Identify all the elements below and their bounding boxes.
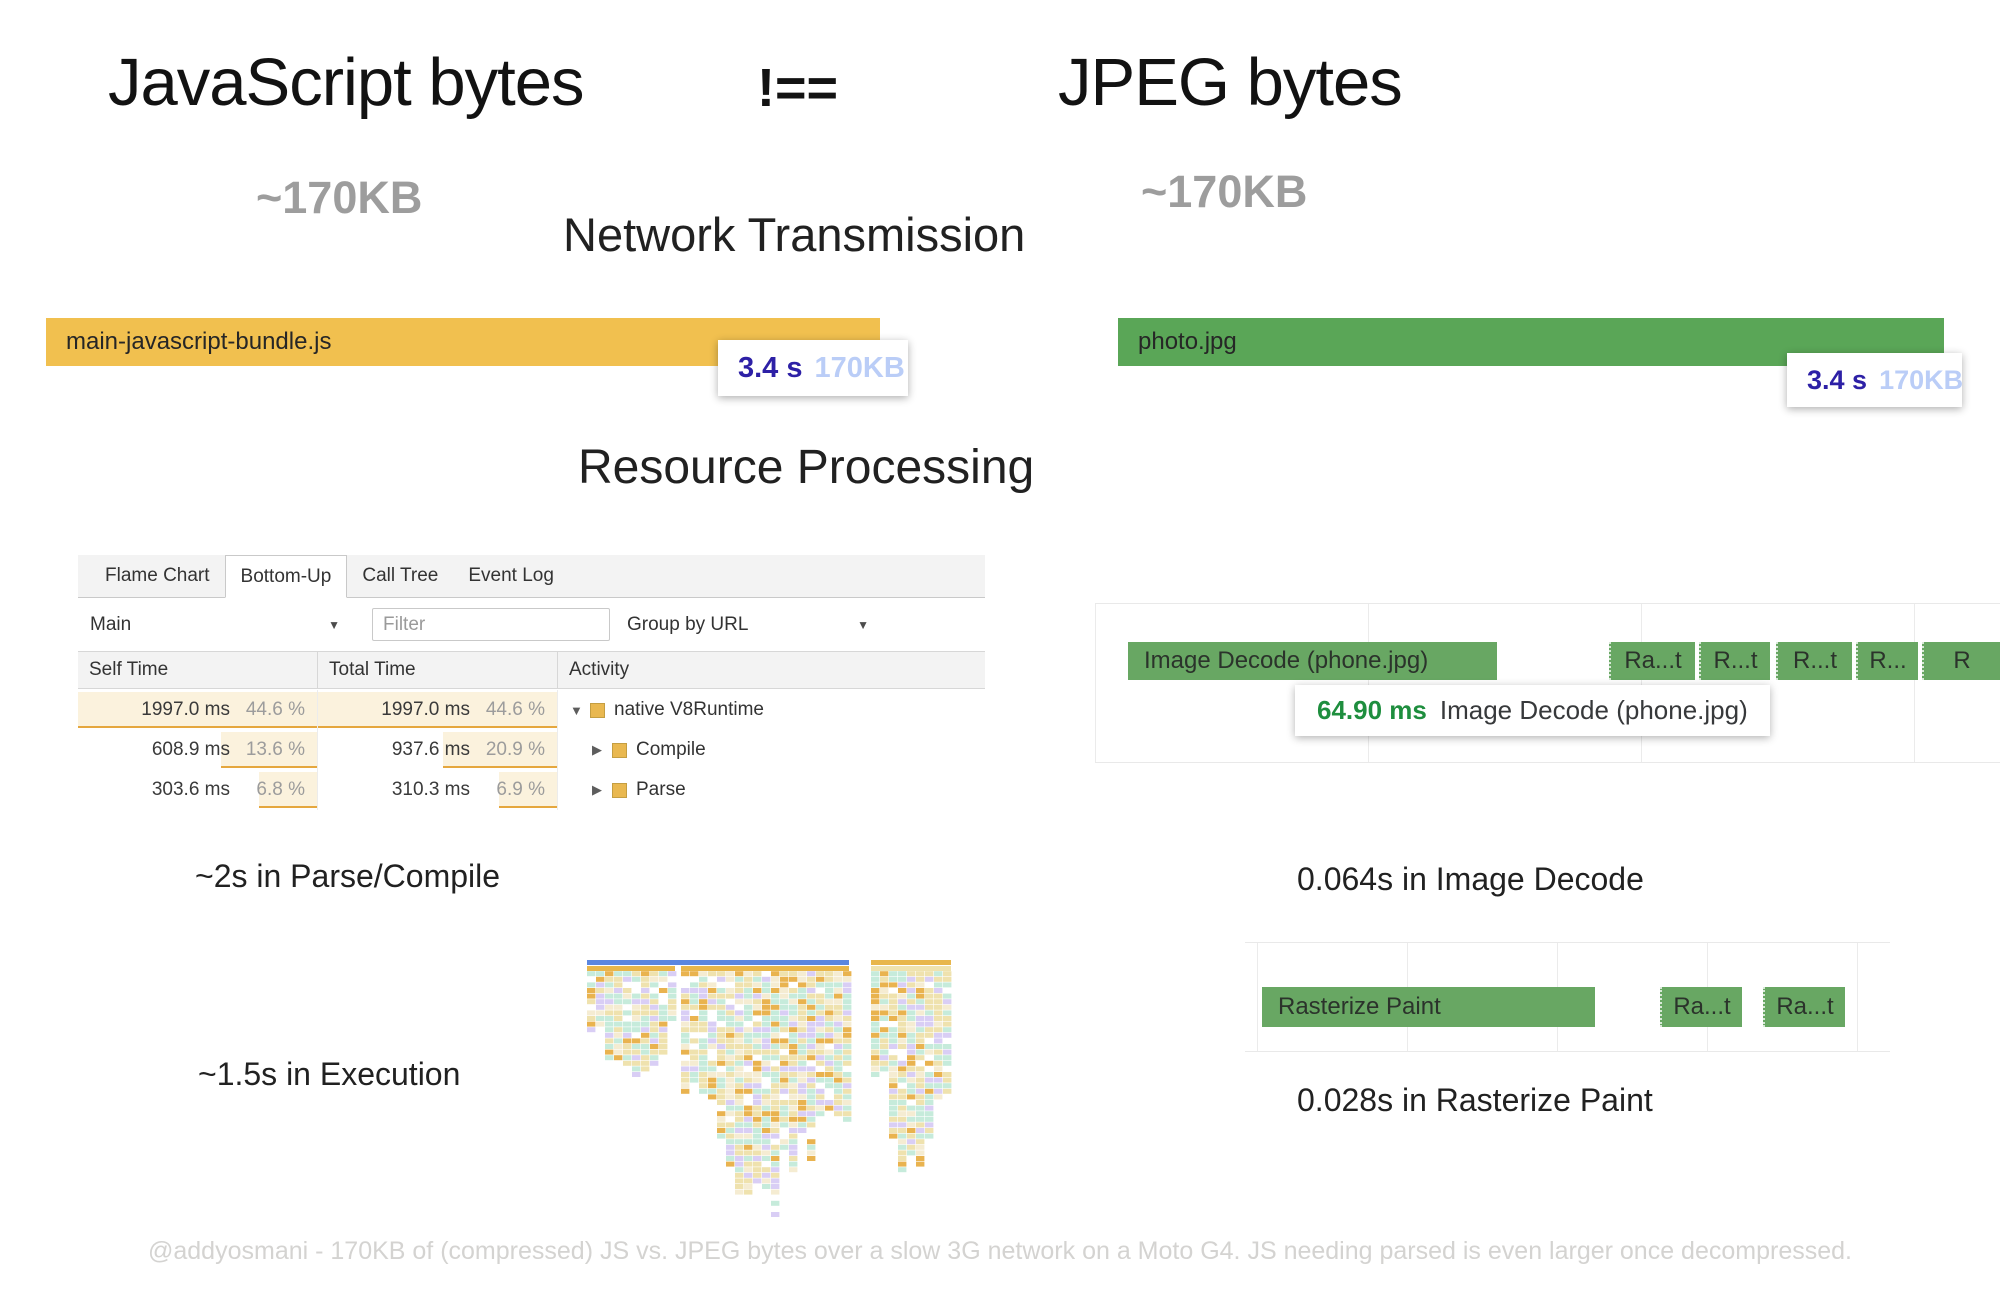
tab-flame-chart[interactable]: Flame Chart <box>105 565 210 586</box>
decode-tooltip-label: Image Decode (phone.jpg) <box>1439 695 1748 725</box>
tab-call-tree[interactable]: Call Tree <box>362 565 439 586</box>
activity-label: Parse <box>636 779 686 800</box>
activity-color-swatch <box>612 782 627 798</box>
self-time-value: 1997.0 ms <box>141 699 230 720</box>
percent-highlight-bar <box>78 692 317 728</box>
group-by-select-value: Group by URL <box>627 613 749 635</box>
total-time-value: 310.3 ms <box>391 779 470 800</box>
column-header-total-time[interactable]: Total Time <box>318 652 558 688</box>
caption-parse-compile: ~2s in Parse/Compile <box>195 858 501 894</box>
tab-event-log[interactable]: Event Log <box>468 565 554 586</box>
total-time-cell: 1997.0 ms 44.6 % <box>318 690 558 730</box>
table-header: Self Time Total Time Activity <box>78 651 985 689</box>
thread-select-value: Main <box>90 613 132 635</box>
caption-image-decode: 0.064s in Image Decode <box>1297 861 1644 897</box>
percent-highlight-bar <box>499 772 557 808</box>
activity-color-swatch <box>590 702 605 718</box>
js-tooltip-time: 3.4 s <box>738 351 803 384</box>
size-label-right: ~170KB <box>1141 166 1308 217</box>
group-by-select[interactable]: Group by URL ▼ <box>627 614 869 636</box>
rasterize-small-bar[interactable]: R...t <box>1699 642 1770 680</box>
self-time-value: 303.6 ms <box>151 779 230 800</box>
comparator-symbol: !== <box>757 58 839 118</box>
image-decode-tooltip: 64.90 ms Image Decode (phone.jpg) <box>1295 685 1770 736</box>
expander-expanded-icon[interactable]: ▼ <box>570 702 583 718</box>
total-time-value: 1997.0 ms <box>381 699 470 720</box>
footer-caption: @addyosmani - 170KB of (compressed) JS v… <box>148 1237 1852 1265</box>
network-heading: Network Transmission <box>563 208 1026 261</box>
self-time-cell: 303.6 ms 6.8 % <box>78 770 318 810</box>
total-time-percent: 44.6 % <box>485 699 545 720</box>
percent-highlight-bar <box>221 732 317 768</box>
rasterize-small-bar[interactable]: Ra...t <box>1660 987 1742 1027</box>
activity-cell: ▶ Compile <box>558 730 985 770</box>
devtools-toolbar: Main ▼ Group by URL ▼ <box>78 599 985 650</box>
js-tooltip-size: 170KB <box>814 351 905 384</box>
rasterize-small-bar[interactable]: R...t <box>1776 642 1852 680</box>
total-time-percent: 20.9 % <box>485 739 545 760</box>
self-time-percent: 6.8 % <box>256 779 305 800</box>
column-header-activity[interactable]: Activity <box>569 659 630 680</box>
jpeg-network-tooltip: 3.4 s 170KB <box>1787 353 1964 407</box>
total-time-value: 937.6 ms <box>391 739 470 760</box>
tab-bottom-up[interactable]: Bottom-Up <box>224 555 348 598</box>
table-row[interactable]: 608.9 ms 13.6 % 937.6 ms 20.9 % ▶ Compil… <box>78 730 985 770</box>
image-decode-bar-label: Image Decode (phone.jpg) <box>1144 647 1429 674</box>
jpeg-tooltip-time: 3.4 s <box>1807 364 1868 395</box>
table-row[interactable]: 1997.0 ms 44.6 % 1997.0 ms 44.6 % ▼ nati… <box>78 690 985 730</box>
column-header-self-time[interactable]: Self Time <box>78 652 318 688</box>
jpeg-tooltip-size: 170KB <box>1879 364 1964 395</box>
page-title-left: JavaScript bytes <box>108 45 585 120</box>
js-network-bar-label: main-javascript-bundle.js <box>66 328 332 355</box>
js-network-tooltip: 3.4 s 170KB <box>718 340 908 396</box>
percent-highlight-bar <box>443 732 557 768</box>
self-time-percent: 13.6 % <box>245 739 305 760</box>
self-time-value: 608.9 ms <box>151 739 230 760</box>
devtools-tabbar: Flame Chart Bottom-Up Call Tree Event Lo… <box>78 555 985 598</box>
table-row[interactable]: 303.6 ms 6.8 % 310.3 ms 6.9 % ▶ Parse <box>78 770 985 810</box>
total-time-cell: 310.3 ms 6.9 % <box>318 770 558 810</box>
activity-cell: ▶ Parse <box>558 770 985 810</box>
self-time-cell: 1997.0 ms 44.6 % <box>78 690 318 730</box>
activity-color-swatch <box>612 742 627 758</box>
chevron-down-icon: ▼ <box>328 617 340 632</box>
rasterize-paint-bar-label: Rasterize Paint <box>1278 993 1441 1020</box>
self-time-percent: 44.6 % <box>245 699 305 720</box>
rasterize-small-bar[interactable]: R... <box>1856 642 1918 680</box>
expander-collapsed-icon[interactable]: ▶ <box>592 782 602 797</box>
devtools-panel: Flame Chart Bottom-Up Call Tree Event Lo… <box>78 555 985 812</box>
image-decode-track: Image Decode (phone.jpg) Ra...t R...t R.… <box>1095 603 2000 763</box>
activity-label: native V8Runtime <box>614 699 764 720</box>
rasterize-paint-bar[interactable]: Rasterize Paint <box>1262 987 1595 1027</box>
flame-chart-image <box>587 960 952 1217</box>
percent-highlight-bar <box>318 692 557 728</box>
total-time-percent: 6.9 % <box>496 779 545 800</box>
caption-execution: ~1.5s in Execution <box>198 1056 461 1092</box>
table-body: 1997.0 ms 44.6 % 1997.0 ms 44.6 % ▼ nati… <box>78 690 985 810</box>
filter-input[interactable] <box>372 608 610 641</box>
thread-select[interactable]: Main ▼ <box>90 614 340 636</box>
processing-heading: Resource Processing <box>578 441 1035 494</box>
size-label-left: ~170KB <box>256 172 423 223</box>
total-time-cell: 937.6 ms 20.9 % <box>318 730 558 770</box>
rasterize-small-bar[interactable]: R <box>1922 642 2000 680</box>
jpeg-network-bar-label: photo.jpg <box>1138 328 1237 355</box>
page-title-right: JPEG bytes <box>1058 45 1403 120</box>
rasterize-paint-track: Rasterize Paint Ra...t Ra...t <box>1245 942 1890 1052</box>
decode-tooltip-time: 64.90 ms <box>1317 695 1427 725</box>
percent-highlight-bar <box>259 772 317 808</box>
self-time-cell: 608.9 ms 13.6 % <box>78 730 318 770</box>
activity-cell: ▼ native V8Runtime <box>558 690 985 730</box>
activity-label: Compile <box>636 739 706 760</box>
rasterize-small-bar[interactable]: Ra...t <box>1609 642 1695 680</box>
chevron-down-icon: ▼ <box>857 617 869 632</box>
expander-collapsed-icon[interactable]: ▶ <box>592 742 602 757</box>
caption-rasterize-paint: 0.028s in Rasterize Paint <box>1297 1082 1653 1118</box>
rasterize-small-bar[interactable]: Ra...t <box>1763 987 1845 1027</box>
image-decode-bar[interactable]: Image Decode (phone.jpg) <box>1128 642 1497 680</box>
